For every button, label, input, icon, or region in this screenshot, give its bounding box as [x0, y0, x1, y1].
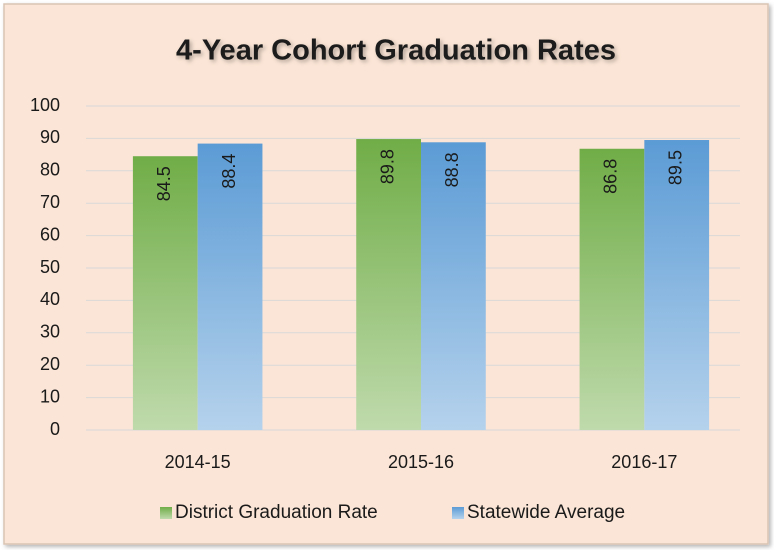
chart-title: 4-Year Cohort Graduation Rates [176, 35, 616, 67]
legend-label: District Graduation Rate [175, 502, 378, 523]
x-tick-label: 2015-16 [388, 452, 454, 472]
bar [132, 156, 198, 430]
bar [197, 143, 263, 431]
legend-label: Statewide Average [467, 502, 625, 523]
y-tick-label: 70 [40, 192, 60, 212]
y-tick-label: 80 [40, 160, 60, 180]
y-tick-label: 90 [40, 127, 60, 147]
y-tick-label: 30 [40, 322, 60, 342]
bar [356, 139, 421, 430]
value-label: 86.8 [601, 159, 621, 194]
labels: 0 10 20 30 40 50 60 70 80 90 100 2014-15 84.5 88.4 201… [30, 95, 686, 523]
value-label: 89.5 [665, 150, 685, 185]
y-tick-label: 40 [40, 289, 60, 309]
y-tick-label: 50 [40, 257, 60, 277]
x-tick-label: 2016-17 [611, 452, 677, 472]
value-label: 88.4 [219, 154, 239, 189]
bar [421, 142, 486, 430]
bar [644, 140, 710, 430]
value-label: 84.5 [154, 166, 174, 201]
y-tick-label: 100 [30, 95, 60, 115]
value-label: 88.8 [442, 152, 462, 187]
x-tick-label: 2014-15 [165, 452, 231, 472]
y-tick-label: 10 [40, 386, 60, 406]
y-tick-label: 20 [40, 354, 60, 374]
y-tick-label: 0 [50, 419, 60, 439]
bar [579, 148, 645, 430]
y-tick-label: 60 [40, 224, 60, 244]
legend-swatch [160, 507, 172, 519]
legend-swatch [452, 507, 464, 519]
bars [132, 139, 710, 431]
value-label: 89.8 [377, 149, 397, 184]
